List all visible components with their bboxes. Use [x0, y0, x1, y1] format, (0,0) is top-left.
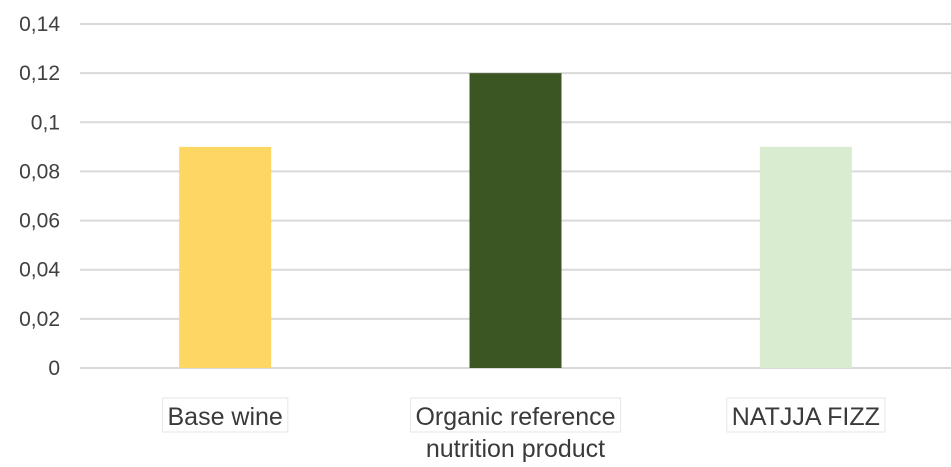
x-label-box [161, 397, 289, 433]
bars [179, 73, 852, 369]
y-tick-label: 0 [48, 357, 60, 380]
x-category-label: Base wine [161, 397, 289, 433]
bar [469, 73, 562, 369]
x-axis: Base wine Organic reference nutrition prod… [161, 397, 886, 463]
x-label-box [409, 397, 622, 433]
x-category-label: NATJJA FIZZ [726, 397, 886, 433]
x-category-label: Organic reference nutrition product [409, 397, 622, 463]
x-label-box [726, 397, 886, 433]
y-tick-label: 0,14 [19, 13, 60, 36]
y-tick-label: 0,04 [19, 259, 60, 282]
y-tick-label: 0,02 [19, 308, 60, 331]
x-tick-label: Organic reference [415, 403, 615, 431]
y-tick-label: 0,12 [19, 62, 60, 85]
y-tick-label: 0,1 [31, 111, 60, 134]
x-tick-label: NATJJA FIZZ [732, 403, 880, 431]
y-tick-label: 0,06 [19, 210, 60, 233]
x-tick-label: nutrition product [426, 435, 605, 463]
y-tick-label: 0,08 [19, 160, 60, 183]
x-tick-label: Base wine [167, 403, 282, 431]
bar [759, 146, 852, 368]
bar [179, 146, 272, 368]
y-axis: 0 0,02 0,04 0,06 0,08 0,1 0,12 0,14 [19, 13, 60, 380]
